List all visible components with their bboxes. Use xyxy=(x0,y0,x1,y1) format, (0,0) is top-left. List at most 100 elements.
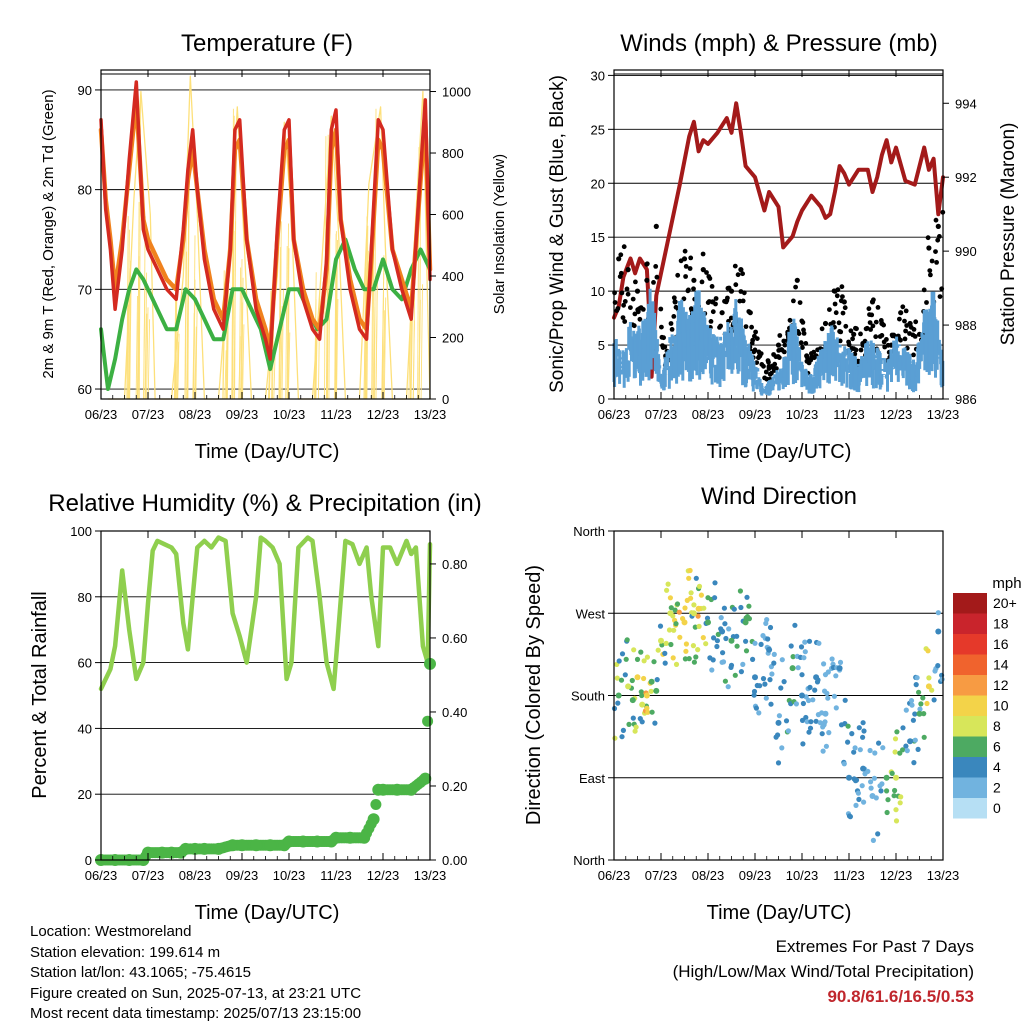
winds-xlabel: Time (Day/UTC) xyxy=(707,441,852,463)
colorbar-swatch xyxy=(953,654,987,675)
wind-direction-point xyxy=(803,714,809,721)
precipitation-point xyxy=(330,831,342,844)
wind-gust-point xyxy=(903,308,909,314)
wind-gust-point xyxy=(658,306,664,312)
solar-insolation-spike xyxy=(286,223,289,400)
solar-insolation-spike xyxy=(335,239,338,400)
y-tick-label: 80 xyxy=(78,183,92,198)
colorbar-label: 18 xyxy=(993,616,1009,632)
precipitation-point xyxy=(264,839,277,852)
wind-direction-point xyxy=(738,669,745,675)
wind-gust-point xyxy=(873,334,879,340)
y-tick-label: 25 xyxy=(591,122,605,137)
wind-gust-point xyxy=(841,299,847,305)
x-tick-label: 09/23 xyxy=(739,868,772,883)
wind-gust-point xyxy=(884,337,889,342)
solar-insolation-spike xyxy=(240,258,243,400)
wind-direction-point xyxy=(752,640,758,646)
wind-direction-point xyxy=(731,606,737,612)
wind-gust-point xyxy=(644,277,650,283)
wind-gust-point xyxy=(903,328,908,334)
wind-direction-point xyxy=(767,677,773,683)
x-tick-label: 07/23 xyxy=(132,868,165,883)
wind-gust-point xyxy=(902,336,908,342)
precipitation-point xyxy=(165,846,178,859)
extremes-values: 90.8/61.6/16.5/0.53 xyxy=(827,987,974,1006)
temperature-title: Temperature (F) xyxy=(181,30,353,57)
wind-direction-point xyxy=(622,672,628,678)
wind-direction-point xyxy=(897,800,903,806)
wind-direction-point xyxy=(639,719,645,725)
wind-direction-point xyxy=(872,750,878,756)
wind-direction-point xyxy=(892,749,898,755)
wind-direction-point xyxy=(917,706,923,712)
wind-direction-point xyxy=(657,623,664,629)
colorbar-label: 20+ xyxy=(993,595,1017,611)
precipitation-point xyxy=(377,783,389,796)
wind-gust-point xyxy=(691,286,696,292)
wind-direction-point xyxy=(779,745,785,751)
wind-gust-point xyxy=(926,245,932,251)
y-tick-label: North xyxy=(573,524,605,539)
wind-direction-point xyxy=(630,715,636,721)
wind-direction-point xyxy=(822,719,828,725)
wind-direction-point xyxy=(779,657,785,663)
wind-gust-point xyxy=(800,320,806,325)
wind-direction-point xyxy=(868,779,874,785)
wind-direction-point xyxy=(648,688,654,694)
wind-gust-point xyxy=(688,255,694,261)
wind-direction-point xyxy=(789,665,796,672)
wind-gust-point xyxy=(800,345,805,350)
wind-gust-point xyxy=(738,267,744,273)
temperature-xlabel: Time (Day/UTC) xyxy=(195,441,340,463)
wind-direction-point xyxy=(893,774,899,781)
solar-insolation-spike xyxy=(192,313,195,400)
wind-direction-point xyxy=(892,736,899,742)
y2-tick-label: 0.40 xyxy=(442,705,467,720)
x-tick-label: 12/23 xyxy=(367,868,400,883)
precipitation-point xyxy=(236,839,248,852)
wind-direction-point xyxy=(664,587,670,593)
x-tick-label: 09/23 xyxy=(226,407,259,422)
colorbar-label: 14 xyxy=(993,657,1009,673)
solar-insolation-spike xyxy=(382,310,386,400)
wind-direction-point xyxy=(695,613,701,619)
wind-gust-point xyxy=(902,318,907,324)
wind-direction-point xyxy=(908,698,915,704)
wind-direction-point xyxy=(821,661,827,667)
x-tick-label: 09/23 xyxy=(226,868,259,883)
x-tick-label: 07/23 xyxy=(132,407,165,422)
solar-insolation-spike xyxy=(135,295,138,400)
wind-direction-point xyxy=(722,678,729,684)
wind-direction-point xyxy=(744,594,750,600)
wind-direction-point xyxy=(746,616,753,622)
wind-direction-point xyxy=(677,634,683,640)
precipitation-point xyxy=(358,831,371,844)
figure-created: Figure created on Sun, 2025-07-13, at 23… xyxy=(30,984,362,1002)
wind-gust-point xyxy=(634,288,641,294)
wind-direction-point xyxy=(807,725,814,731)
wind-direction-point xyxy=(825,669,831,675)
wind-gust-point xyxy=(797,300,803,305)
wind-gust-point xyxy=(776,355,782,360)
wind-direction-point xyxy=(670,655,676,661)
wind-direction-point xyxy=(667,610,674,617)
wind-direction-point xyxy=(725,684,731,690)
wind-direction-point xyxy=(775,732,781,738)
direction-panel: Wind Direction NorthEastSouthWestNorth06… xyxy=(523,483,1022,924)
y2-tick-label: 0.80 xyxy=(442,557,467,572)
wind-direction-point xyxy=(845,723,851,729)
wind-direction-point xyxy=(658,637,664,644)
wind-direction-point xyxy=(771,660,777,666)
wind-direction-point xyxy=(726,626,732,632)
wind-gust-point xyxy=(772,361,778,367)
wind-gust-point xyxy=(879,320,885,327)
wind-direction-point xyxy=(800,700,807,707)
wind-gust-point xyxy=(754,360,760,365)
solar-insolation-spike xyxy=(126,216,129,400)
wind-gust-point xyxy=(911,327,917,332)
colorbar-swatch xyxy=(953,736,987,757)
precipitation-point xyxy=(391,783,404,796)
wind-direction-point xyxy=(808,719,814,725)
